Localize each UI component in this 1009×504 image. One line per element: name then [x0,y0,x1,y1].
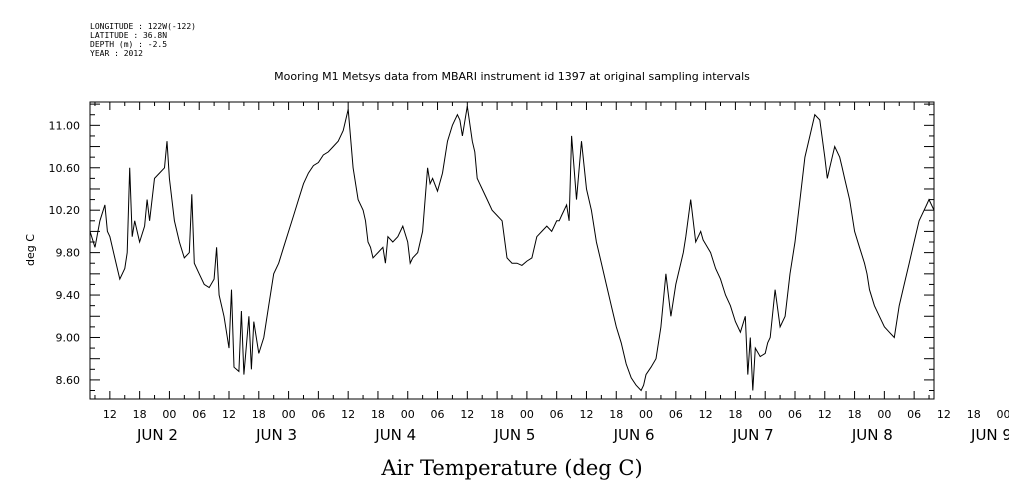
y-tick-label: 11.00 [49,119,81,132]
x-day-label: JUN 2 [136,426,178,444]
y-tick-label: 10.60 [49,162,81,175]
x-hour-label: 00 [162,408,176,421]
x-hour-label: 06 [907,408,921,421]
x-hour-label: 12 [103,408,117,421]
x-day-label: JUN 7 [732,426,774,444]
x-hour-label: 00 [639,408,653,421]
x-hour-label: 06 [311,408,325,421]
x-hour-label: 00 [997,408,1009,421]
x-day-label: JUN 8 [851,426,893,444]
chart-title: Mooring M1 Metsys data from MBARI instru… [274,70,750,83]
series-line [89,106,935,392]
year-label: YEAR : 2012 [90,49,143,58]
x-hour-label: 00 [282,408,296,421]
x-hour-label: 18 [490,408,504,421]
x-hour-label: 06 [669,408,683,421]
x-hour-label: 18 [848,408,862,421]
y-tick-label: 9.80 [56,247,81,260]
y-tick-label: 10.20 [49,204,81,217]
x-hour-label: 06 [431,408,445,421]
x-hour-label: 00 [401,408,415,421]
x-hour-label: 06 [192,408,206,421]
x-hour-label: 18 [371,408,385,421]
mooring-metadata: LONGITUDE : 122W(-122) LATITUDE : 36.8N … [90,22,196,58]
x-hour-label: 12 [222,408,236,421]
y-tick-label: 8.60 [56,374,81,387]
x-hour-label: 18 [967,408,981,421]
x-day-label: JUN 3 [255,426,297,444]
x-axis-label: Air Temperature (deg C) [380,456,642,480]
x-hour-label: 12 [699,408,713,421]
x-hour-label: 18 [728,408,742,421]
x-axis: 12 18 00 06 12 18 00 06 12 18 00 06 12 18 00 06 12 18 00 06… [94,102,1009,444]
longitude-label: LONGITUDE : 122W(-122) [90,22,196,31]
x-hour-label: 12 [579,408,593,421]
x-hour-label: 18 [133,408,147,421]
latitude-label: LATITUDE : 36.8N [90,31,168,40]
y-tick-label: 9.40 [56,289,81,302]
x-hour-label: 06 [788,408,802,421]
x-day-label: JUN 6 [613,426,655,444]
x-day-label: JUN 4 [374,426,416,444]
x-hour-label: 18 [609,408,623,421]
x-hour-label: 12 [937,408,951,421]
x-hour-label: 12 [818,408,832,421]
depth-label: DEPTH (m) : -2.5 [90,40,168,49]
x-day-label: JUN 9 [970,426,1009,444]
x-day-label: JUN 5 [493,426,535,444]
x-hour-label: 00 [758,408,772,421]
x-hour-label: 12 [460,408,474,421]
x-hour-label: 00 [520,408,534,421]
y-axis-label: deg C [24,234,37,266]
x-hour-label: 00 [877,408,891,421]
x-hour-label: 12 [341,408,355,421]
y-axis: 11.00 10.60 10.20 9.80 9.40 9.00 8.60 [49,103,934,392]
x-hour-label: 18 [252,408,266,421]
y-tick-label: 9.00 [56,331,81,344]
x-hour-label: 06 [550,408,564,421]
